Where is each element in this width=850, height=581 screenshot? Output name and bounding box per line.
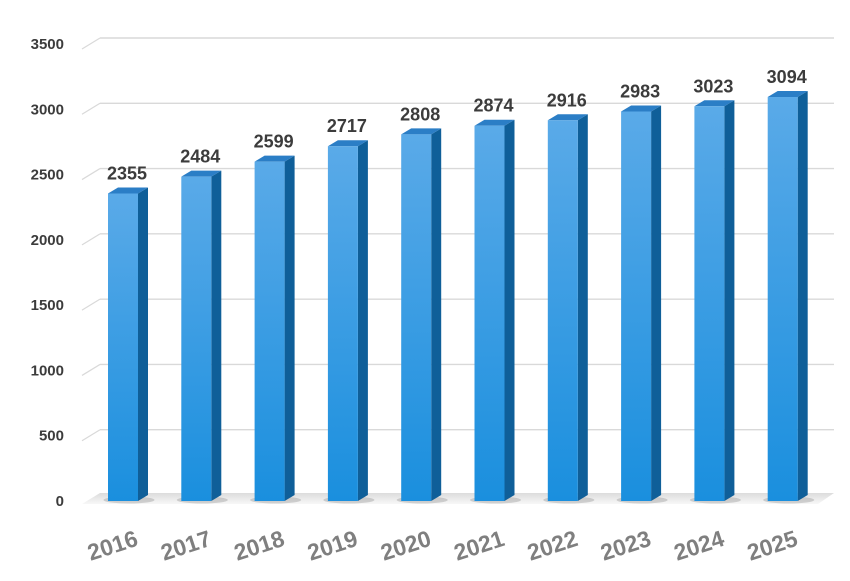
bar — [327, 146, 358, 501]
data-label: 3023 — [693, 76, 733, 96]
bar-side — [577, 114, 588, 501]
bar-side — [357, 140, 368, 501]
data-label: 2808 — [400, 104, 440, 124]
bar-side — [797, 91, 808, 502]
bar-side — [211, 170, 222, 501]
bar-side — [651, 105, 662, 501]
gridlines — [81, 37, 834, 442]
x-tick-label: 2017 — [157, 525, 214, 566]
bar-top — [327, 140, 368, 147]
data-label: 2983 — [620, 82, 660, 102]
bar-side — [284, 155, 295, 502]
x-tick-label: 2018 — [231, 525, 288, 566]
x-tick-label: 2022 — [524, 525, 581, 566]
y-tick-label: 1000 — [31, 362, 64, 379]
x-axis: 2016 2017 2018 2019 2020 2021 2022 2023 2024 2025 — [84, 525, 801, 566]
bar-top — [108, 187, 148, 194]
x-tick-label: 2016 — [84, 525, 141, 566]
bar-side — [504, 119, 515, 501]
y-tick-label: 2500 — [31, 167, 64, 184]
bar-top — [767, 91, 808, 98]
gridline-stub — [81, 233, 101, 246]
x-tick-label: 2021 — [451, 525, 508, 566]
bar-side — [724, 100, 735, 502]
x-tick-label: 2019 — [304, 525, 361, 566]
bar-top — [401, 128, 442, 135]
data-label: 2599 — [254, 132, 294, 152]
x-tick-label: 2020 — [377, 525, 434, 566]
bar — [254, 161, 285, 502]
data-label: 2874 — [473, 96, 513, 116]
bars — [103, 91, 815, 504]
y-tick-label: 3000 — [31, 101, 64, 118]
bar — [694, 106, 725, 502]
x-tick-label: 2023 — [597, 525, 654, 566]
bar-top — [547, 114, 588, 121]
y-tick-label: 1500 — [31, 297, 64, 314]
bar — [108, 193, 138, 502]
bar-top — [474, 119, 515, 126]
y-axis: 0 500 1000 1500 2000 2500 3000 3500 — [31, 36, 64, 510]
bar-top — [621, 105, 662, 112]
data-label: 2484 — [180, 147, 220, 167]
x-tick-label: 2025 — [744, 525, 801, 566]
data-label: 2717 — [327, 116, 367, 136]
gridline-stub — [81, 168, 101, 181]
bar — [547, 120, 578, 501]
data-labels: 2355 2484 2599 2717 2808 2874 2916 2983 3023 3094 — [107, 67, 807, 183]
bar-top — [181, 170, 222, 177]
gridline-stub — [81, 102, 101, 115]
y-tick-label: 500 — [39, 428, 64, 445]
bar — [181, 176, 212, 501]
data-label: 3094 — [767, 67, 807, 87]
data-label: 2916 — [547, 90, 587, 110]
y-tick-label: 2000 — [31, 232, 64, 249]
bar-side — [431, 128, 442, 502]
gridline-stub — [81, 429, 101, 442]
bar — [767, 97, 798, 502]
bar — [621, 111, 652, 501]
gridline-stub — [81, 298, 101, 311]
x-tick-label: 2024 — [671, 525, 728, 566]
bar-side — [138, 187, 148, 502]
y-tick-label: 0 — [56, 493, 64, 510]
bar-top — [694, 100, 735, 107]
gridline-stub — [81, 37, 101, 50]
bar — [474, 125, 505, 501]
gridline-stub — [81, 363, 101, 376]
y-tick-label: 3500 — [31, 36, 64, 53]
data-label: 2355 — [107, 164, 147, 184]
bar — [401, 134, 432, 502]
bar-top — [254, 155, 295, 162]
